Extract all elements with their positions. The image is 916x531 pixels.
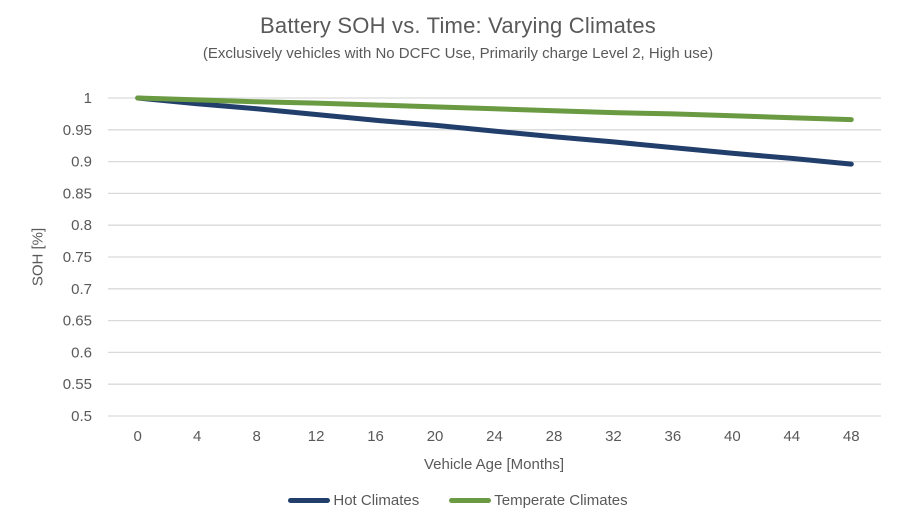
y-tick-label: 0.5 [71,408,92,425]
y-tick-label: 0.55 [63,376,92,393]
x-tick-label: 8 [252,428,260,445]
y-axis-title: SOH [%] [29,227,47,287]
y-tick-label: 0.85 [63,185,92,202]
x-tick-label: 44 [783,428,800,445]
x-tick-label: 0 [134,428,142,445]
series-lines [135,95,854,167]
x-tick-label: 32 [605,428,622,445]
y-tick-label: 0.65 [63,313,92,330]
x-tick-label: 12 [308,428,325,445]
y-tick-label: 0.7 [71,281,92,298]
y-tick-label: 1 [84,90,92,107]
hot-climates-line [135,95,854,167]
y-tick-label: 0.95 [63,122,92,139]
y-tick-label: 0.75 [63,249,92,266]
legend-line-swatch [288,498,331,503]
legend-item-hot-climates: Hot Climates [288,492,419,509]
legend-line-swatch [449,498,492,503]
x-tick-label: 48 [843,428,860,445]
legend: Hot Climates Temperate Climates [0,492,916,509]
y-tick-label: 0.6 [71,344,92,361]
legend-label: Temperate Climates [494,492,628,509]
y-axis-tick-labels: 1 0.95 0.9 0.85 0.8 0.75 0.7 0.65 0.6 0.55 0.5 [63,90,92,425]
x-tick-label: 16 [367,428,384,445]
legend-item-temperate-climates: Temperate Climates [449,492,628,509]
x-axis-title: Vehicle Age [Months] [423,456,565,473]
temperate-climates-line [135,95,854,123]
y-tick-label: 0.8 [71,217,92,234]
chart-title: Battery SOH vs. Time: Varying Climates [260,13,656,38]
x-tick-label: 24 [486,428,503,445]
legend-label: Hot Climates [333,492,420,509]
chart-subtitle: (Exclusively vehicles with No DCFC Use, … [202,45,714,62]
x-tick-label: 20 [427,428,444,445]
x-tick-label: 40 [724,428,741,445]
y-tick-label: 0.9 [71,154,92,171]
x-tick-label: 28 [546,428,563,445]
gridlines [108,97,881,417]
x-tick-label: 36 [665,428,682,445]
x-axis-tick-labels: 0 4 8 12 16 20 24 28 32 36 40 44 48 [134,428,860,445]
x-tick-label: 4 [193,428,201,445]
